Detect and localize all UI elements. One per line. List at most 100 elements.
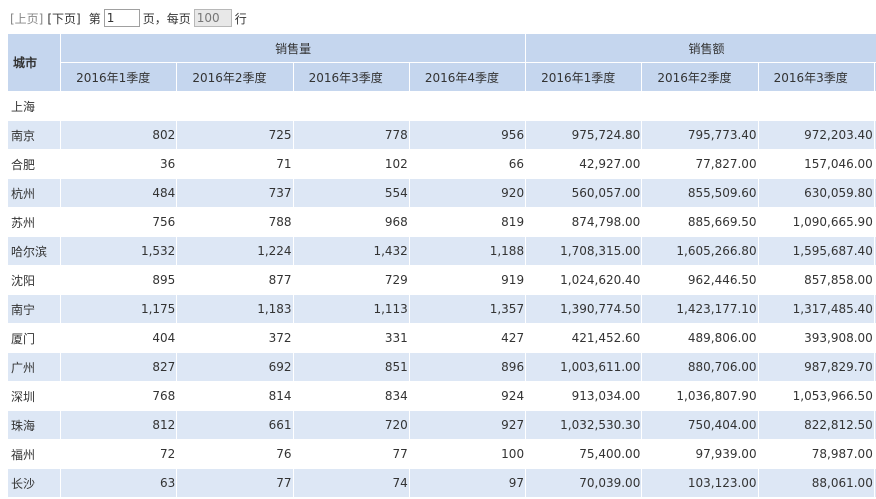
table-row[interactable]: 南京 802 725 778 956 975,724.80 795,773.40 972,20…	[8, 120, 876, 150]
value-cell-q2: 788	[176, 207, 294, 237]
value-cell-a2: 1,423,177.10	[641, 294, 759, 324]
value-cell-a2: 750,404.00	[641, 410, 759, 440]
value-cell-q1	[60, 91, 178, 121]
city-cell: 长沙	[8, 468, 62, 498]
table-row[interactable]: 珠海 812 661 720 927 1,032,530.30 750,404.00 822,…	[8, 410, 876, 440]
value-cell-a3: 987,829.70	[758, 352, 875, 382]
value-cell-q4: 1,188	[409, 236, 527, 266]
column-header-qty-q3[interactable]: 2016年3季度	[293, 62, 410, 92]
value-cell-a3: 822,812.50	[758, 410, 875, 440]
value-cell-a2: 855,509.60	[641, 178, 759, 208]
prev-page-link[interactable]: [上页]	[10, 11, 44, 26]
table-row[interactable]: 杭州 484 737 554 920 560,057.00 855,509.60 630,05…	[8, 178, 876, 208]
value-cell-q4: 920	[409, 178, 527, 208]
table-row[interactable]: 苏州 756 788 968 819 874,798.00 885,669.50 1,090,…	[8, 207, 876, 237]
city-cell: 珠海	[8, 410, 62, 440]
value-cell-q4: 427	[409, 323, 527, 353]
value-cell-q2: 76	[176, 439, 294, 469]
value-cell-a3: 1,595,687.40	[758, 236, 875, 266]
column-header-amt-q2[interactable]: 2016年2季度	[641, 62, 759, 92]
table-row[interactable]: 深圳 768 814 834 924 913,034.00 1,036,807.90 1,05…	[8, 381, 876, 411]
table-row[interactable]: 广州 827 692 851 896 1,003,611.00 880,706.00 987,…	[8, 352, 876, 382]
value-cell-q1: 895	[60, 265, 178, 295]
value-cell-a1: 975,724.80	[525, 120, 643, 150]
value-cell-a1: 42,927.00	[525, 149, 643, 179]
value-cell-a2: 1,036,807.90	[641, 381, 759, 411]
value-cell-q2	[176, 91, 294, 121]
value-cell-q2: 77	[176, 468, 294, 498]
table-row[interactable]: 南宁 1,175 1,183 1,113 1,357 1,390,774.50 1,423,…	[8, 294, 876, 324]
table-row[interactable]: 哈尔滨 1,532 1,224 1,432 1,188 1,708,315.00 1,605…	[8, 236, 876, 266]
overflow-cell	[874, 323, 876, 353]
value-cell-q4: 100	[409, 439, 527, 469]
data-grid: 城市 销售量 销售额 2016年1季度 2016年2季度 2016年3季度 20…	[8, 34, 876, 499]
city-cell: 福州	[8, 439, 62, 469]
overflow-cell	[874, 207, 876, 237]
value-cell-q3: 834	[293, 381, 410, 411]
city-cell: 上海	[8, 91, 62, 121]
value-cell-a3	[758, 91, 875, 121]
rows-suffix-label: 行	[234, 11, 247, 26]
overflow-cell	[874, 294, 876, 324]
page-prefix-label: 第	[88, 11, 101, 26]
column-header-qty-q2[interactable]: 2016年2季度	[176, 62, 294, 92]
page-size-input[interactable]	[193, 9, 232, 27]
value-cell-a2: 885,669.50	[641, 207, 759, 237]
next-page-link[interactable]: [下页]	[47, 11, 81, 26]
value-cell-q4: 956	[409, 120, 527, 150]
column-header-qty-q4[interactable]: 2016年4季度	[409, 62, 527, 92]
column-header-amt-q1[interactable]: 2016年1季度	[525, 62, 643, 92]
value-cell-q1: 1,175	[60, 294, 178, 324]
city-column-header[interactable]: 城市	[8, 34, 62, 92]
pagination-bar: [上页] [下页] 第 页，每页 行	[10, 8, 247, 28]
value-cell-q4: 927	[409, 410, 527, 440]
value-cell-q1: 404	[60, 323, 178, 353]
value-cell-q1: 812	[60, 410, 178, 440]
city-cell: 深圳	[8, 381, 62, 411]
value-cell-q2: 71	[176, 149, 294, 179]
value-cell-q3: 1,432	[293, 236, 410, 266]
value-cell-a3: 1,090,665.90	[758, 207, 875, 237]
overflow-cell	[874, 120, 876, 150]
value-cell-a3: 1,317,485.40	[758, 294, 875, 324]
value-cell-a2: 489,806.00	[641, 323, 759, 353]
table-row[interactable]: 上海	[8, 91, 876, 121]
value-cell-q3: 720	[293, 410, 410, 440]
table-row[interactable]: 长沙 63 77 74 97 70,039.00 103,123.00 88,061.00	[8, 468, 876, 498]
value-cell-a3: 88,061.00	[758, 468, 875, 498]
value-cell-q1: 1,532	[60, 236, 178, 266]
page-number-input[interactable]	[103, 9, 140, 27]
value-cell-q2: 372	[176, 323, 294, 353]
overflow-cell	[874, 178, 876, 208]
value-cell-a2: 97,939.00	[641, 439, 759, 469]
city-cell: 合肥	[8, 149, 62, 179]
value-cell-a2: 880,706.00	[641, 352, 759, 382]
value-cell-a2: 1,605,266.80	[641, 236, 759, 266]
value-cell-a1: 1,032,530.30	[525, 410, 643, 440]
value-cell-q1: 484	[60, 178, 178, 208]
overflow-cell	[874, 91, 876, 121]
value-cell-q1: 72	[60, 439, 178, 469]
value-cell-q3: 74	[293, 468, 410, 498]
table-row[interactable]: 沈阳 895 877 729 919 1,024,620.40 962,446.50 857,…	[8, 265, 876, 295]
overflow-cell	[874, 381, 876, 411]
value-cell-q4: 1,357	[409, 294, 527, 324]
value-cell-q4: 66	[409, 149, 527, 179]
table-row[interactable]: 合肥 36 71 102 66 42,927.00 77,827.00 157,046.00	[8, 149, 876, 179]
value-cell-a3: 972,203.40	[758, 120, 875, 150]
column-header-qty-q1[interactable]: 2016年1季度	[60, 62, 178, 92]
value-cell-q1: 36	[60, 149, 178, 179]
value-cell-q4: 919	[409, 265, 527, 295]
city-cell: 杭州	[8, 178, 62, 208]
value-cell-a3: 1,053,966.50	[758, 381, 875, 411]
value-cell-q1: 827	[60, 352, 178, 382]
table-row[interactable]: 福州 72 76 77 100 75,400.00 97,939.00 78,987.00	[8, 439, 876, 469]
value-cell-a1: 913,034.00	[525, 381, 643, 411]
value-cell-q4: 97	[409, 468, 527, 498]
value-cell-a1: 1,003,611.00	[525, 352, 643, 382]
table-row[interactable]: 厦门 404 372 331 427 421,452.60 489,806.00 393,90…	[8, 323, 876, 353]
overflow-cell	[874, 149, 876, 179]
column-header-amt-q3[interactable]: 2016年3季度	[758, 62, 875, 92]
city-cell: 苏州	[8, 207, 62, 237]
value-cell-a2: 795,773.40	[641, 120, 759, 150]
